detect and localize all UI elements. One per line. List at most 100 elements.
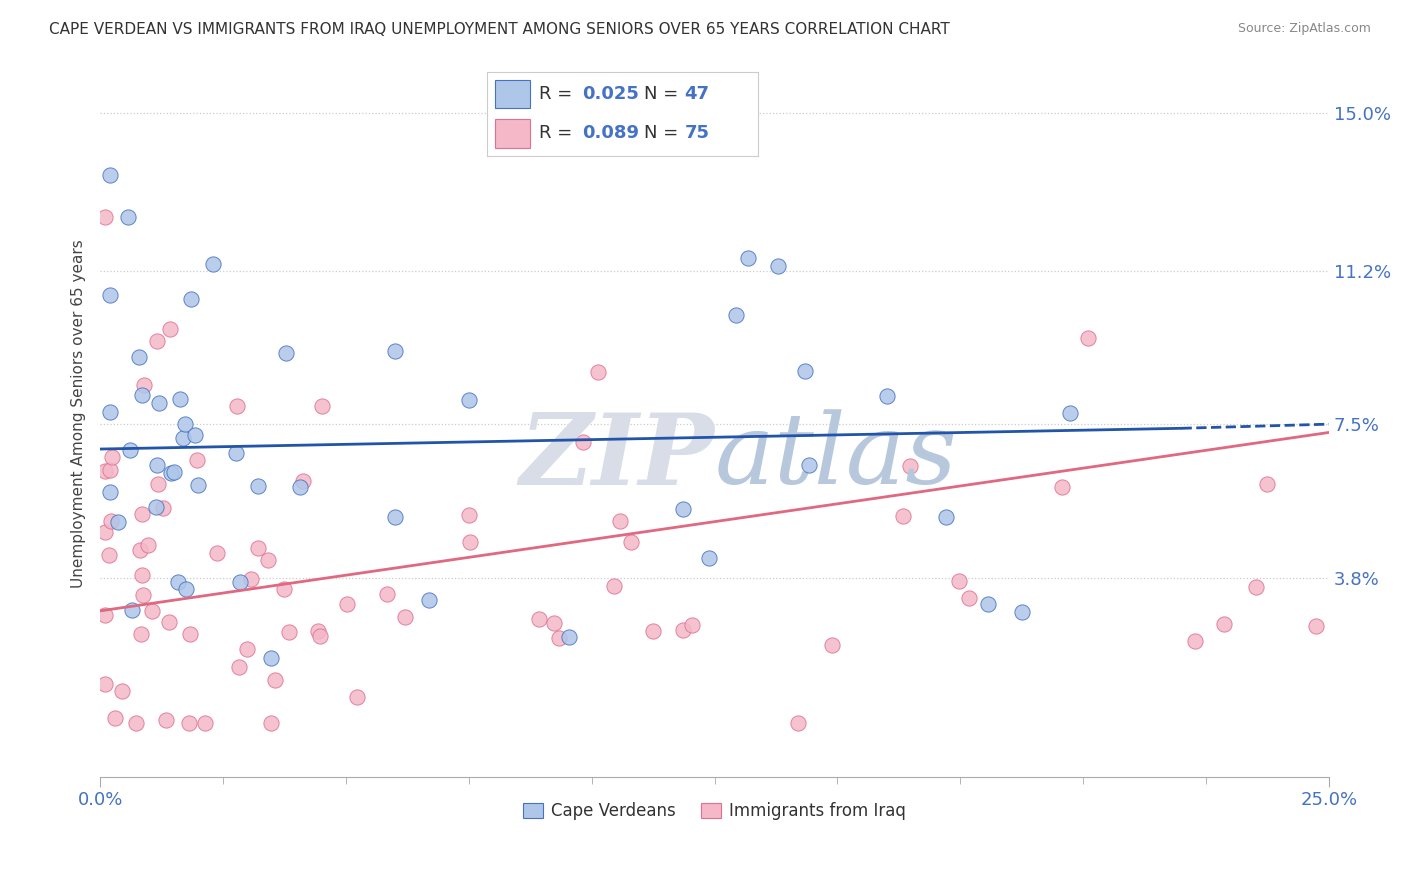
Point [129, 543, 152, 558]
Point [174, 582, 197, 596]
Point [159, 322, 181, 336]
Point [384, 509, 406, 524]
Point [309, 629, 332, 643]
Point [893, 508, 915, 523]
Point [148, 396, 170, 410]
Point [104, 711, 127, 725]
Point [94, 608, 117, 623]
Point [876, 389, 898, 403]
Point [132, 588, 155, 602]
Point [184, 428, 207, 442]
Point [179, 715, 201, 730]
Point [98, 288, 121, 302]
Point [100, 514, 122, 528]
Point [291, 474, 314, 488]
Point [235, 642, 257, 657]
Point [155, 713, 177, 727]
Point [672, 623, 695, 637]
Point [273, 582, 295, 597]
Point [1246, 580, 1268, 594]
Legend: Cape Verdeans, Immigrants from Iraq: Cape Verdeans, Immigrants from Iraq [516, 796, 912, 827]
Point [277, 625, 299, 640]
Point [725, 308, 748, 322]
Point [620, 534, 643, 549]
Point [117, 210, 139, 224]
Point [240, 572, 263, 586]
Point [699, 551, 721, 566]
Point [1011, 605, 1033, 619]
Point [336, 598, 359, 612]
Point [1050, 480, 1073, 494]
Point [146, 476, 169, 491]
Point [276, 346, 298, 360]
Point [166, 575, 188, 590]
Point [609, 514, 631, 528]
Point [187, 477, 209, 491]
Point [603, 579, 626, 593]
Point [172, 431, 194, 445]
Point [132, 378, 155, 392]
Point [179, 627, 201, 641]
Point [157, 615, 180, 629]
Point [529, 612, 551, 626]
Point [787, 715, 810, 730]
Point [201, 257, 224, 271]
Point [226, 399, 249, 413]
Point [98, 485, 121, 500]
Point [821, 639, 844, 653]
Point [457, 392, 479, 407]
Point [229, 574, 252, 589]
Point [1213, 616, 1236, 631]
Point [146, 458, 169, 472]
Point [131, 568, 153, 582]
Point [948, 574, 970, 588]
Point [160, 467, 183, 481]
Point [641, 624, 664, 638]
Point [799, 458, 821, 472]
Point [260, 651, 283, 665]
Point [111, 684, 134, 698]
Point [766, 260, 789, 274]
Point [145, 500, 167, 514]
Point [98, 405, 121, 419]
Point [246, 541, 269, 555]
Point [794, 364, 817, 378]
Point [163, 465, 186, 479]
Point [207, 546, 229, 560]
Text: atlas: atlas [714, 409, 957, 505]
Point [100, 450, 122, 464]
Point [180, 292, 202, 306]
Point [94, 525, 117, 540]
Point [264, 673, 287, 687]
Point [394, 609, 416, 624]
Point [98, 548, 121, 562]
Point [571, 434, 593, 449]
Point [194, 715, 217, 730]
Point [257, 552, 280, 566]
Point [457, 508, 479, 522]
Point [1305, 619, 1327, 633]
Point [977, 597, 1000, 611]
Point [458, 534, 481, 549]
Point [152, 501, 174, 516]
Point [311, 399, 333, 413]
Point [1077, 331, 1099, 345]
Point [935, 509, 957, 524]
Point [957, 591, 980, 605]
Point [118, 442, 141, 457]
Point [681, 618, 703, 632]
Point [128, 350, 150, 364]
Point [586, 365, 609, 379]
Point [290, 480, 312, 494]
Point [131, 626, 153, 640]
Point [672, 501, 695, 516]
Point [141, 603, 163, 617]
Point [225, 446, 247, 460]
Point [543, 616, 565, 631]
Text: Source: ZipAtlas.com: Source: ZipAtlas.com [1237, 22, 1371, 36]
Point [121, 603, 143, 617]
Point [247, 479, 270, 493]
Point [548, 632, 571, 646]
Point [107, 515, 129, 529]
Point [131, 388, 153, 402]
